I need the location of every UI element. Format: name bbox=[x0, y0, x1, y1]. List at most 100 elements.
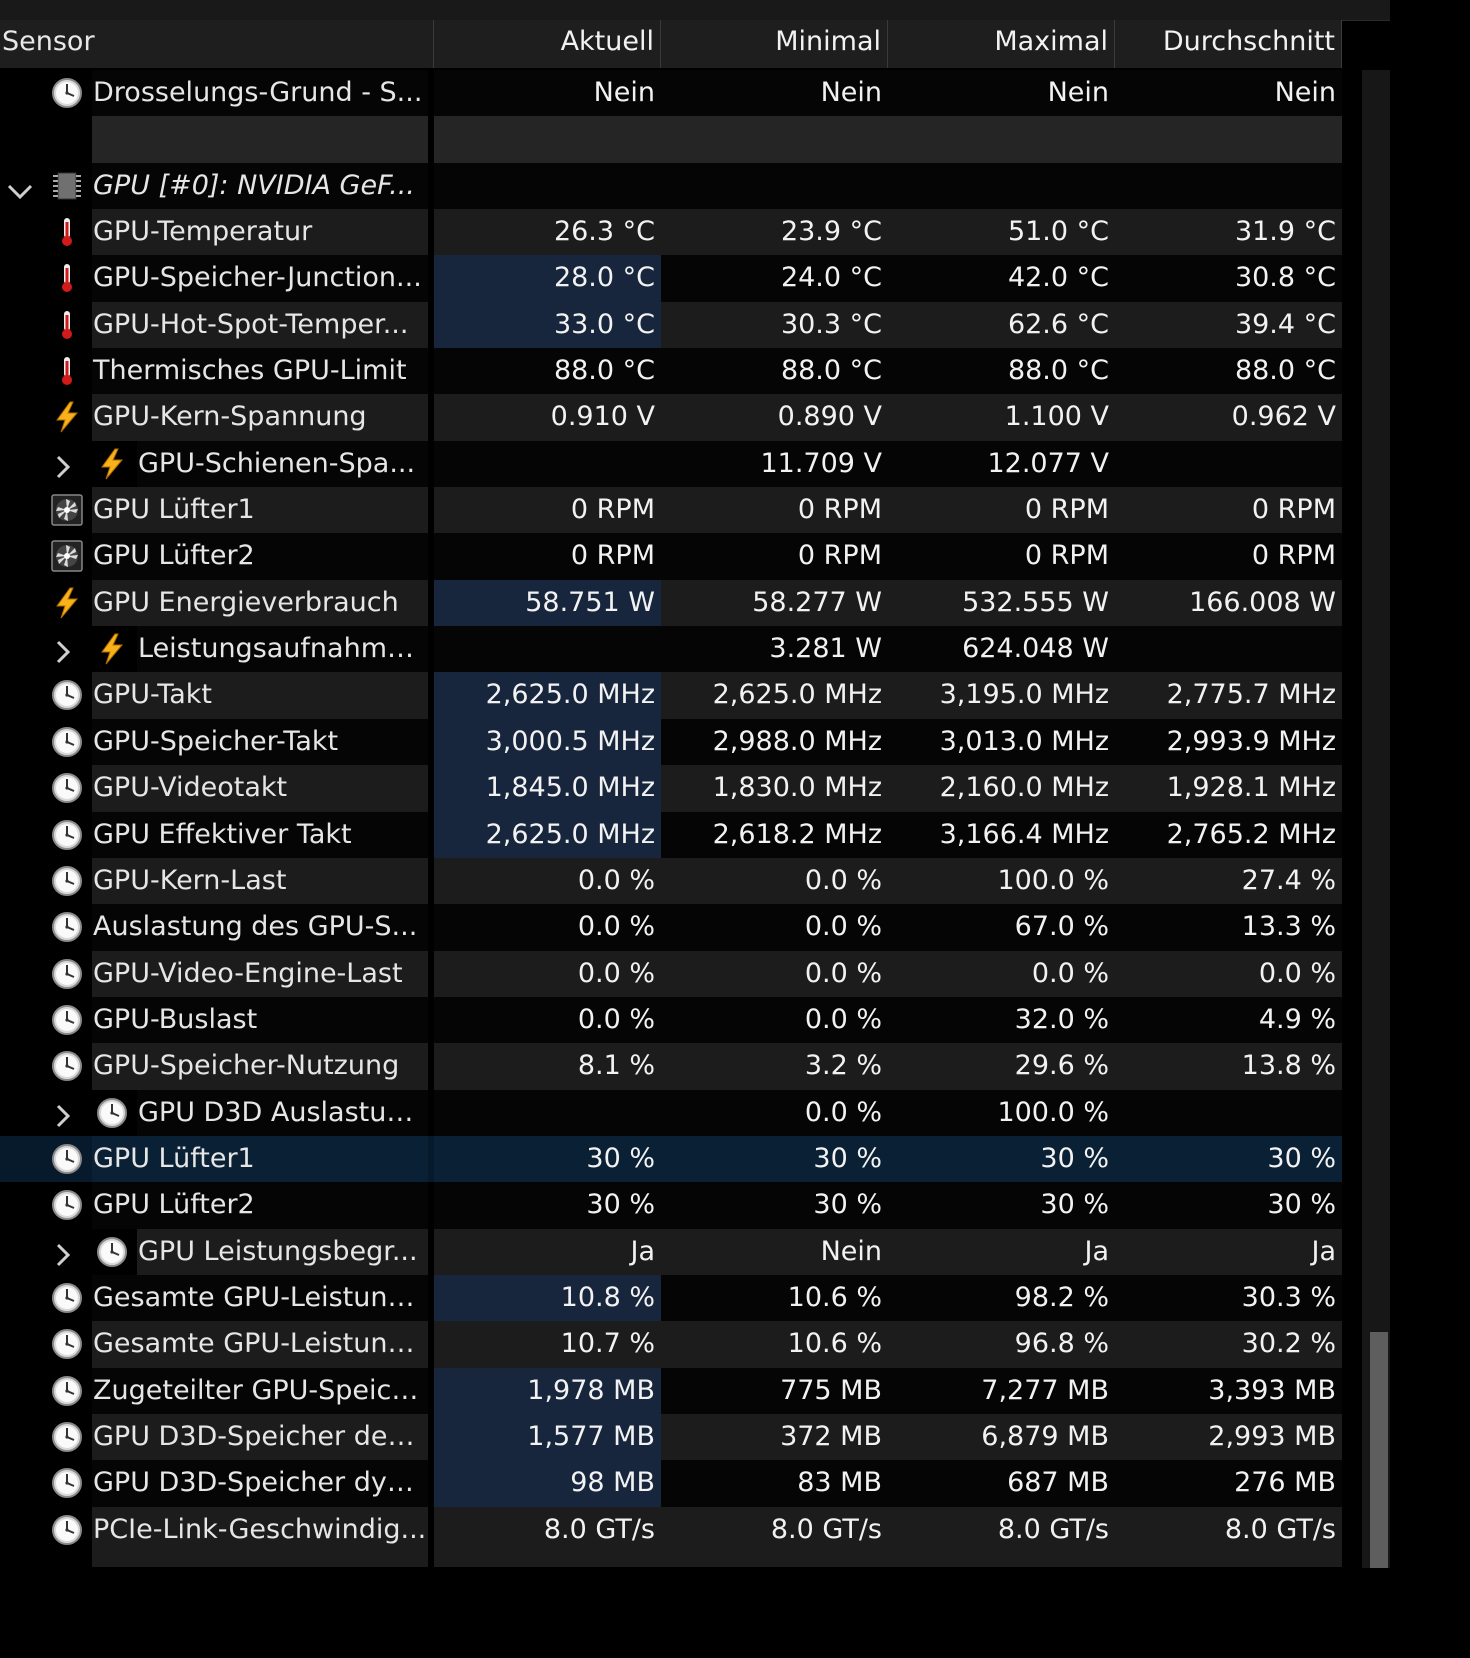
sensor-name-cell[interactable]: GPU-Kern-Last bbox=[0, 857, 434, 905]
table-row[interactable]: GPU D3D Auslastun... 0.0 % 100.0 % bbox=[0, 1089, 1342, 1136]
sensor-name-cell[interactable]: GPU Effektiver Takt bbox=[0, 811, 434, 858]
vertical-scrollbar[interactable] bbox=[1362, 70, 1390, 1568]
table-row[interactable]: GPU-Takt 2,625.0 MHz 2,625.0 MHz 3,195.0 MH… bbox=[0, 672, 1342, 719]
chevron-right-icon[interactable] bbox=[52, 1099, 76, 1127]
table-row[interactable]: Leistungsaufnahme... 3.281 W 624.048 W bbox=[0, 626, 1342, 673]
sensor-name-cell[interactable] bbox=[0, 116, 434, 163]
sensor-name-cell[interactable]: GPU-Kern-Spannung bbox=[0, 394, 434, 441]
table-row[interactable]: GPU-Buslast 0.0 % 0.0 % 32.0 % 4.9 % bbox=[0, 996, 1342, 1044]
clock-icon bbox=[51, 1375, 83, 1407]
table-row[interactable]: Gesamte GPU-Leistung... 10.7 % 10.6 % 96.8 … bbox=[0, 1321, 1342, 1368]
table-row[interactable]: GPU-Hot-Spot-Temper... 33.0 °C 30.3 °C 62.6… bbox=[0, 301, 1342, 349]
lightning-icon bbox=[96, 448, 128, 480]
table-row[interactable]: GPU-Kern-Last 0.0 % 0.0 % 100.0 % 27.4 % bbox=[0, 857, 1342, 905]
sensor-name-cell[interactable]: GPU-Video-Engine-Last bbox=[0, 950, 434, 997]
spacer-row[interactable] bbox=[0, 116, 1342, 163]
minimum-value: 3.2 % bbox=[661, 1043, 888, 1090]
sensor-name-cell[interactable]: Gesamte GPU-Leistung... bbox=[0, 1274, 434, 1322]
sensor-name-cell[interactable]: Auslastung des GPU-S... bbox=[0, 904, 434, 951]
sensor-name-cell[interactable]: GPU-Schienen-Spa... bbox=[0, 440, 434, 488]
sensor-name-cell[interactable]: GPU Lüfter1 bbox=[0, 1135, 434, 1183]
sensor-name-cell[interactable]: GPU-Hot-Spot-Temper... bbox=[0, 301, 434, 349]
table-row[interactable]: GPU Lüfter2 30 % 30 % 30 % 30 % bbox=[0, 1182, 1342, 1229]
sensor-name-cell[interactable]: GPU D3D-Speicher dyn... bbox=[0, 1460, 434, 1507]
table-row[interactable]: GPU-Speicher-Nutzung 8.1 % 3.2 % 29.6 % 13.8… bbox=[0, 1043, 1342, 1090]
table-row[interactable]: GPU Leistungsbegr... Ja Nein Ja Ja bbox=[0, 1228, 1342, 1275]
sensor-name-cell[interactable]: GPU Energieverbrauch bbox=[0, 579, 434, 627]
current-value: 0.910 V bbox=[434, 394, 661, 441]
sensor-name-cell[interactable]: Zugeteilter GPU-Speicher bbox=[0, 1367, 434, 1414]
chevron-right-icon[interactable] bbox=[52, 1238, 76, 1266]
sensor-label: GPU-Speicher-Takt bbox=[92, 718, 428, 766]
table-row[interactable]: GPU D3D-Speicher ded... 1,577 MB 372 MB 6,8… bbox=[0, 1413, 1342, 1461]
table-row[interactable]: Thermisches GPU-Limit 88.0 °C 88.0 °C 88.0 … bbox=[0, 348, 1342, 395]
chevron-right-icon[interactable] bbox=[52, 450, 76, 478]
sensor-name-cell[interactable]: GPU-Speicher-Junction... bbox=[0, 255, 434, 302]
table-row[interactable]: GPU Lüfter1 0 RPM 0 RPM 0 RPM 0 RPM bbox=[0, 487, 1342, 534]
sensor-name-cell[interactable]: Leistungsaufnahme... bbox=[0, 626, 434, 673]
current-value: 8.0 GT/s bbox=[434, 1506, 661, 1553]
sensor-label: GPU D3D-Speicher ded... bbox=[92, 1413, 428, 1461]
column-header-current[interactable]: Aktuell bbox=[434, 20, 661, 68]
table-row[interactable]: GPU-Kern-Spannung 0.910 V 0.890 V 1.100 V 0.… bbox=[0, 394, 1342, 441]
current-value bbox=[434, 162, 661, 210]
table-row[interactable]: Zugeteilter GPU-Speicher 1,978 MB 775 MB 7,… bbox=[0, 1367, 1342, 1414]
sensor-name-cell[interactable]: GPU [#0]: NVIDIA GeF... bbox=[0, 162, 434, 210]
sensor-name-cell[interactable]: GPU-Takt bbox=[0, 672, 434, 719]
current-value: 88.0 °C bbox=[434, 348, 661, 395]
table-row[interactable]: GPU-Temperatur 26.3 °C 23.9 °C 51.0 °C 31.9 … bbox=[0, 209, 1342, 256]
table-row[interactable]: GPU-Speicher-Junction... 28.0 °C 24.0 °C 42… bbox=[0, 255, 1342, 302]
maximum-value: 62.6 °C bbox=[888, 301, 1115, 349]
maximum-value: 30 % bbox=[888, 1135, 1115, 1183]
maximum-value: 3,013.0 MHz bbox=[888, 718, 1115, 766]
sensor-label: GPU-Videotakt bbox=[92, 765, 428, 812]
table-row[interactable]: Drosselungs-Grund - S... Nein Nein Nein Nein bbox=[0, 70, 1342, 117]
maximum-value: 0 RPM bbox=[888, 487, 1115, 534]
maximum-value: 51.0 °C bbox=[888, 209, 1115, 256]
average-value: 2,993 MB bbox=[1115, 1413, 1342, 1461]
table-row[interactable]: PCIe-Link-Geschwindig... 8.0 GT/s 8.0 GT/s… bbox=[0, 1506, 1342, 1553]
sensor-name-cell[interactable]: Drosselungs-Grund - S... bbox=[0, 70, 434, 117]
column-header-average[interactable]: Durchschnitt bbox=[1115, 20, 1342, 68]
minimum-value: 0 RPM bbox=[661, 533, 888, 580]
column-header-minimum[interactable]: Minimal bbox=[661, 20, 888, 68]
minimum-value: 0.0 % bbox=[661, 1089, 888, 1136]
sensor-name-cell[interactable]: GPU-Videotakt bbox=[0, 765, 434, 812]
sensor-name-cell[interactable]: GPU D3D Auslastun... bbox=[0, 1089, 434, 1136]
column-header-sensor[interactable]: Sensor bbox=[0, 20, 434, 68]
table-row[interactable]: GPU-Videotakt 1,845.0 MHz 1,830.0 MHz 2,160… bbox=[0, 765, 1342, 812]
table-row[interactable]: GPU Lüfter2 0 RPM 0 RPM 0 RPM 0 RPM bbox=[0, 533, 1342, 580]
sensor-name-cell[interactable]: GPU Lüfter2 bbox=[0, 1182, 434, 1229]
sensor-name-cell[interactable]: PCIe-Link-Geschwindig... bbox=[0, 1506, 434, 1553]
table-header: Sensor Aktuell Minimal Maximal Durchschn… bbox=[0, 20, 1342, 68]
table-row[interactable]: GPU Lüfter1 30 % 30 % 30 % 30 % bbox=[0, 1135, 1342, 1183]
table-row[interactable]: GPU Energieverbrauch 58.751 W 58.277 W 532.… bbox=[0, 579, 1342, 627]
sensor-name-cell[interactable]: GPU Leistungsbegr... bbox=[0, 1228, 434, 1275]
clock-icon bbox=[96, 1097, 128, 1129]
chevron-right-icon[interactable] bbox=[52, 635, 76, 664]
sensor-name-cell[interactable]: GPU D3D-Speicher ded... bbox=[0, 1413, 434, 1461]
scrollbar-thumb[interactable] bbox=[1370, 1332, 1388, 1568]
sensor-name-cell[interactable]: GPU-Speicher-Takt bbox=[0, 718, 434, 766]
table-row[interactable]: GPU-Schienen-Spa... 11.709 V 12.077 V bbox=[0, 440, 1342, 488]
table-row[interactable]: Gesamte GPU-Leistung... 10.8 % 10.6 % 98.2 … bbox=[0, 1274, 1342, 1322]
sensor-name-cell[interactable]: GPU Lüfter2 bbox=[0, 533, 434, 580]
sensor-name-cell[interactable]: Gesamte GPU-Leistung... bbox=[0, 1321, 434, 1368]
average-value: Ja bbox=[1115, 1228, 1342, 1275]
table-row[interactable]: GPU-Video-Engine-Last 0.0 % 0.0 % 0.0 % 0.0 … bbox=[0, 950, 1342, 997]
sensor-label: GPU Energieverbrauch bbox=[92, 579, 428, 627]
maximum-value: 96.8 % bbox=[888, 1321, 1115, 1368]
sensor-name-cell[interactable]: GPU-Temperatur bbox=[0, 209, 434, 256]
column-header-maximum[interactable]: Maximal bbox=[888, 20, 1115, 68]
sensor-name-cell[interactable]: GPU-Buslast bbox=[0, 996, 434, 1044]
table-row[interactable]: GPU Effektiver Takt 2,625.0 MHz 2,618.2 MH… bbox=[0, 811, 1342, 858]
table-row[interactable]: Auslastung des GPU-S... 0.0 % 0.0 % 67.0 % 1… bbox=[0, 904, 1342, 951]
table-row[interactable]: GPU-Speicher-Takt 3,000.5 MHz 2,988.0 MHz 3… bbox=[0, 718, 1342, 766]
sensor-name-cell[interactable]: GPU Lüfter1 bbox=[0, 487, 434, 534]
group-row[interactable]: GPU [#0]: NVIDIA GeF... bbox=[0, 162, 1342, 210]
sensor-name-cell[interactable]: GPU-Speicher-Nutzung bbox=[0, 1043, 434, 1090]
sensor-name-cell[interactable]: Thermisches GPU-Limit bbox=[0, 348, 434, 395]
table-row[interactable]: GPU D3D-Speicher dyn... 98 MB 83 MB 687 MB 2… bbox=[0, 1460, 1342, 1507]
chevron-down-icon[interactable] bbox=[6, 172, 33, 200]
minimum-value: 1,830.0 MHz bbox=[661, 765, 888, 812]
